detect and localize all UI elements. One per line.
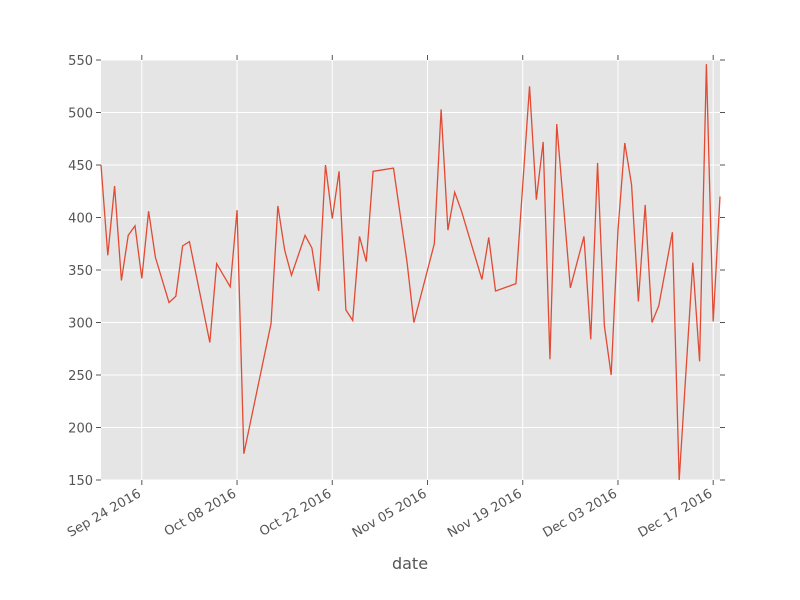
y-tick-label: 550 bbox=[68, 54, 93, 69]
x-tick-label: Oct 08 2016 bbox=[162, 486, 239, 539]
x-tick-label: Oct 22 2016 bbox=[257, 486, 334, 539]
y-tick-label: 500 bbox=[68, 107, 93, 122]
x-tick-label: Dec 03 2016 bbox=[541, 486, 620, 541]
y-tick-label: 200 bbox=[68, 422, 93, 437]
y-tick-label: 450 bbox=[68, 159, 93, 174]
x-tick-label: Dec 17 2016 bbox=[636, 486, 715, 541]
y-tick-label: 250 bbox=[68, 369, 93, 384]
y-tick-label: 300 bbox=[68, 317, 93, 332]
x-axis-label: date bbox=[392, 554, 428, 573]
line bbox=[100, 64, 721, 481]
y-tick-label: 400 bbox=[68, 212, 93, 227]
x-tick-label: Nov 19 2016 bbox=[445, 486, 525, 541]
y-tick-label: 350 bbox=[68, 264, 93, 279]
y-tick-label: 150 bbox=[68, 474, 93, 489]
x-tick-label: Sep 24 2016 bbox=[65, 486, 144, 540]
x-tick-label: Nov 05 2016 bbox=[350, 486, 430, 541]
